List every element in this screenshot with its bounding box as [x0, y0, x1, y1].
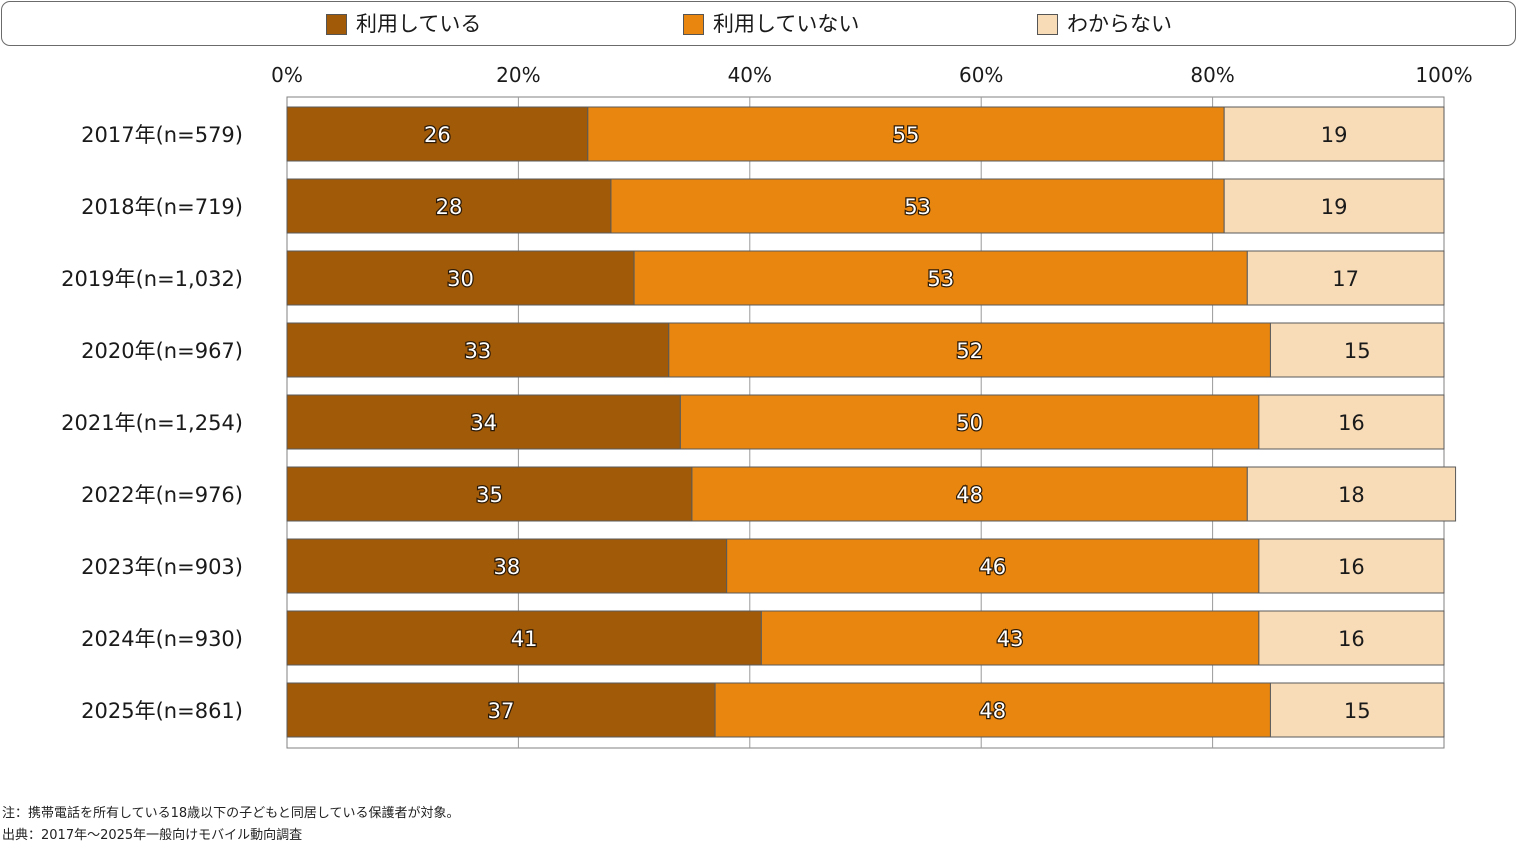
category-label: 2019年(n=1,032) — [61, 267, 243, 291]
x-tick-label: 0% — [271, 63, 303, 87]
legend-swatch-using — [326, 14, 347, 35]
bar-segment — [286, 178, 612, 234]
bar-segment — [286, 610, 762, 666]
data-label: 34 — [470, 411, 497, 435]
bar-segment — [668, 322, 1271, 378]
data-label: 43 — [997, 627, 1024, 651]
bar-segment — [286, 682, 716, 738]
bar-segment — [286, 466, 693, 522]
data-label: 48 — [956, 483, 983, 507]
bar-segment — [610, 178, 1225, 234]
data-label: 46 — [979, 555, 1006, 579]
bar-segment — [633, 250, 1248, 306]
x-tick-label: 40% — [728, 63, 772, 87]
data-label: 30 — [447, 267, 474, 291]
legend-swatch-unknown — [1037, 14, 1058, 35]
data-label: 19 — [1321, 195, 1348, 219]
data-label: 52 — [956, 339, 983, 363]
data-label: 18 — [1338, 483, 1365, 507]
bar-segment — [286, 394, 681, 450]
legend-item-using: 利用している — [326, 2, 481, 47]
bar-segment — [760, 610, 1260, 666]
data-label: 17 — [1332, 267, 1359, 291]
data-label: 26 — [424, 123, 451, 147]
category-label: 2024年(n=930) — [81, 627, 243, 651]
category-label: 2022年(n=976) — [81, 483, 243, 507]
data-label: 19 — [1321, 123, 1348, 147]
category-label: 2018年(n=719) — [81, 195, 243, 219]
bar-segment — [1258, 610, 1445, 666]
data-label: 15 — [1344, 699, 1371, 723]
data-label: 37 — [488, 699, 515, 723]
legend-item-not-using: 利用していない — [683, 2, 859, 47]
bar-segment — [1258, 394, 1445, 450]
data-label: 16 — [1338, 411, 1365, 435]
category-label: 2021年(n=1,254) — [61, 411, 243, 435]
data-label: 41 — [511, 627, 538, 651]
bar-segment — [714, 682, 1271, 738]
data-label: 48 — [979, 699, 1006, 723]
legend-label-not-using: 利用していない — [713, 12, 860, 36]
bar-segment — [286, 250, 635, 306]
stacked-bar-chart: 0% 20% 40% 60% 80% 100% 2017年(n=579) 26 55 19 2018… — [61, 63, 1473, 749]
x-tick-label: 80% — [1190, 63, 1234, 87]
data-label: 16 — [1338, 555, 1365, 579]
category-label: 2023年(n=903) — [81, 555, 243, 579]
data-label: 55 — [893, 123, 920, 147]
bar-segment — [587, 106, 1225, 162]
data-label: 28 — [436, 195, 463, 219]
data-label: 33 — [465, 339, 492, 363]
legend-label-using: 利用している — [356, 12, 482, 36]
source-text: 出典：2017年～2025年一般向けモバイル動向調査 — [2, 828, 303, 843]
data-label: 15 — [1344, 339, 1371, 363]
category-label: 2025年(n=861) — [81, 699, 243, 723]
bar-segment — [1246, 250, 1445, 306]
category-label: 2020年(n=967) — [81, 339, 243, 363]
chart-notes: 注：携帯電話を所有している18歳以下の子どもと同居している保護者が対象。 出典：… — [2, 803, 460, 847]
data-label: 16 — [1338, 627, 1365, 651]
bar-segment — [1223, 178, 1445, 234]
x-tick-label: 100% — [1415, 63, 1472, 87]
bar-segment — [286, 538, 728, 594]
category-label: 2017年(n=579) — [81, 123, 243, 147]
x-tick-label: 60% — [959, 63, 1003, 87]
legend-item-unknown: わからない — [1037, 2, 1172, 47]
data-label: 50 — [956, 411, 983, 435]
bar-segment — [691, 466, 1248, 522]
bar-segment — [1269, 682, 1445, 738]
bar-segment — [1269, 322, 1445, 378]
note-text: 注：携帯電話を所有している18歳以下の子どもと同居している保護者が対象。 — [2, 806, 460, 821]
bar-segment — [286, 322, 670, 378]
legend-swatch-not-using — [683, 14, 704, 35]
data-label: 53 — [904, 195, 931, 219]
bar-segment — [1246, 466, 1457, 522]
bar-segment — [1258, 538, 1445, 594]
data-label: 35 — [476, 483, 503, 507]
data-label: 53 — [927, 267, 954, 291]
bar-segment — [1223, 106, 1445, 162]
legend: 利用している 利用していない わからない — [1, 1, 1516, 46]
bar-segment — [286, 106, 589, 162]
x-tick-label: 20% — [496, 63, 540, 87]
data-label: 38 — [493, 555, 520, 579]
legend-label-unknown: わからない — [1067, 12, 1172, 36]
